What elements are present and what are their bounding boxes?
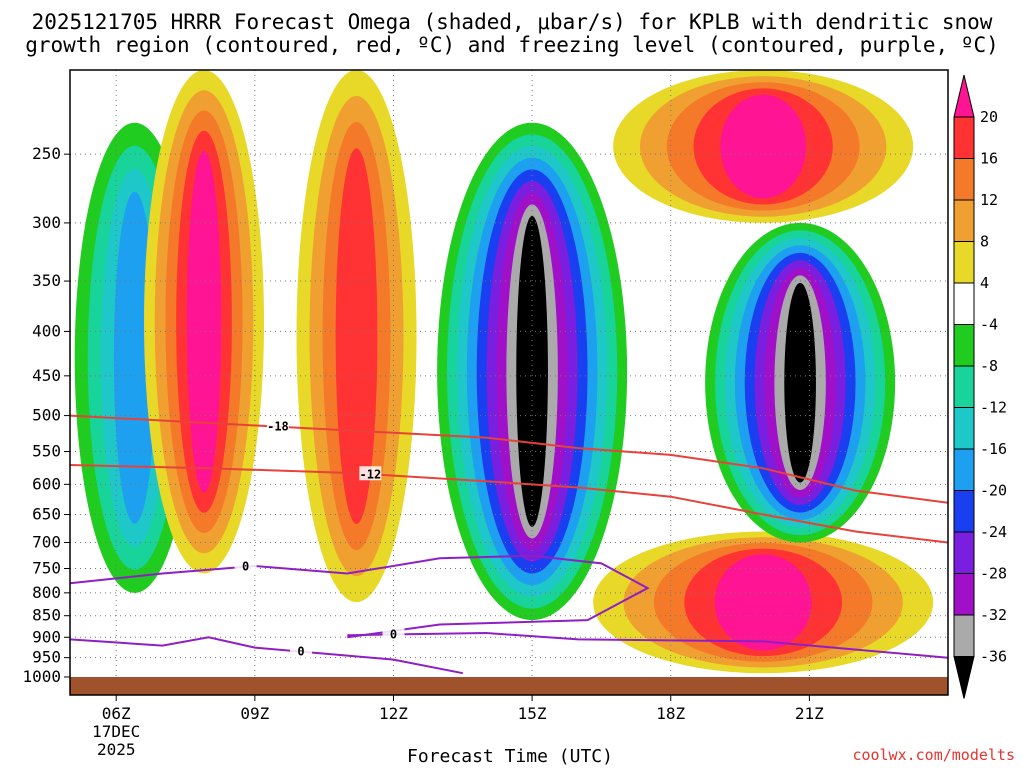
y-tick-label: 300 [32, 213, 61, 232]
colorbar-bin [953, 241, 975, 284]
colorbar-tick-label: -12 [980, 399, 1007, 417]
credit-text: coolwx.com/modelts [852, 746, 1015, 764]
colorbar-tick-label: -32 [980, 606, 1007, 624]
y-tick-label: 700 [32, 532, 61, 551]
contour-lines: -18 -12 0 0 0 [70, 414, 948, 675]
colorbar-bin [953, 74, 975, 118]
contour-label: -18 [267, 420, 289, 434]
omega-feature-6 [613, 70, 914, 223]
colorbar-tick-label: 20 [980, 108, 998, 126]
contour-label: 0 [390, 627, 397, 641]
contour-label-bg [234, 558, 257, 573]
contour-line [70, 636, 463, 675]
plot-frame [69, 69, 949, 696]
omega-contour-band [784, 282, 816, 483]
y-tick-label: 1000 [22, 667, 61, 686]
contour-line [70, 414, 948, 504]
colorbar-tick-label: -36 [980, 648, 1007, 666]
colorbar: 20 16 12 8 4 -4 -8 -12 -16 -20 -24 -28 -32 -36 [953, 74, 1007, 699]
omega-feature-2 [144, 70, 264, 574]
contour-label: -12 [360, 467, 382, 481]
x-tick-label: 18Z [656, 704, 685, 723]
y-tick-label: 750 [32, 559, 61, 578]
colorbar-tick-label: 12 [980, 191, 998, 209]
x-axis-label: Forecast Time (UTC) [407, 746, 613, 767]
colorbar-tick-label: -16 [980, 440, 1007, 458]
omega-feature-5 [593, 531, 934, 674]
contour-label-bg [382, 626, 405, 641]
colorbar-bin [953, 448, 975, 491]
omega-contour-band [714, 554, 812, 651]
colorbar-tick-label: -20 [980, 482, 1007, 500]
contour-label-bg [266, 418, 289, 433]
y-tick-label: 550 [32, 442, 61, 461]
colorbar-bin [953, 573, 975, 616]
contour-label-bg [290, 643, 313, 658]
omega-feature-4 [437, 122, 628, 621]
x-tick-sublabel: 17DEC [92, 722, 140, 741]
colorbar-tick-label: -8 [980, 357, 998, 375]
y-axis: 250 300 350 400 450 500 550 600 650 700 750 800 850 9… [22, 144, 70, 686]
colorbar-bin [953, 614, 975, 657]
y-tick-label: 500 [32, 406, 61, 425]
y-tick-label: 350 [32, 271, 61, 290]
grid-lines [70, 70, 948, 677]
colorbar-bin [953, 324, 975, 367]
x-tick-label: 06Z [102, 704, 131, 723]
colorbar-tick-label: -24 [980, 523, 1007, 541]
colorbar-tick-label: -4 [980, 316, 998, 334]
colorbar-tick-label: 16 [980, 150, 998, 168]
x-tick-label: 12Z [379, 704, 408, 723]
colorbar-bin [953, 199, 975, 242]
x-tick-label: 21Z [795, 704, 824, 723]
y-tick-label: 400 [32, 321, 61, 340]
omega-contour-band [516, 215, 548, 527]
colorbar-bin [953, 490, 975, 533]
chart-title-line2: growth region (contoured, red, ºC) and f… [25, 33, 999, 57]
omega-feature-7 [705, 222, 896, 543]
y-tick-label: 650 [32, 505, 61, 524]
colorbar-bin [953, 531, 975, 574]
y-tick-label: 800 [32, 583, 61, 602]
x-tick-sublabel: 2025 [97, 740, 136, 759]
colorbar-tick-label: 4 [980, 274, 989, 292]
contour-label-bg [359, 466, 382, 481]
colorbar-tick-label: -28 [980, 565, 1007, 583]
contour-label: 0 [242, 560, 249, 574]
colorbar-bin [953, 282, 975, 325]
y-tick-label: 600 [32, 474, 61, 493]
y-tick-label: 850 [32, 606, 61, 625]
colorbar-bin [953, 116, 975, 159]
contour-label: 0 [297, 645, 304, 659]
colorbar-tick-label: 8 [980, 233, 989, 251]
colorbar-bin [953, 407, 975, 450]
y-tick-label: 250 [32, 144, 61, 163]
y-tick-label: 450 [32, 366, 61, 385]
omega-shading [74, 70, 934, 674]
contour-line [347, 631, 948, 659]
colorbar-bin [953, 656, 975, 699]
colorbar-bin [953, 158, 975, 201]
omega-feature-3 [296, 70, 417, 603]
chart-title-line1: 2025121705 HRRR Forecast Omega (shaded, … [32, 10, 993, 34]
contour-line [70, 464, 948, 544]
ground-strip [70, 677, 948, 695]
x-tick-label: 09Z [240, 704, 269, 723]
omega-contour-band [186, 150, 222, 493]
y-tick-label: 950 [32, 648, 61, 667]
colorbar-bin [953, 365, 975, 408]
contour-line [70, 554, 650, 639]
omega-contour-band [720, 94, 807, 199]
x-tick-label: 15Z [518, 704, 547, 723]
y-tick-label: 900 [32, 627, 61, 646]
